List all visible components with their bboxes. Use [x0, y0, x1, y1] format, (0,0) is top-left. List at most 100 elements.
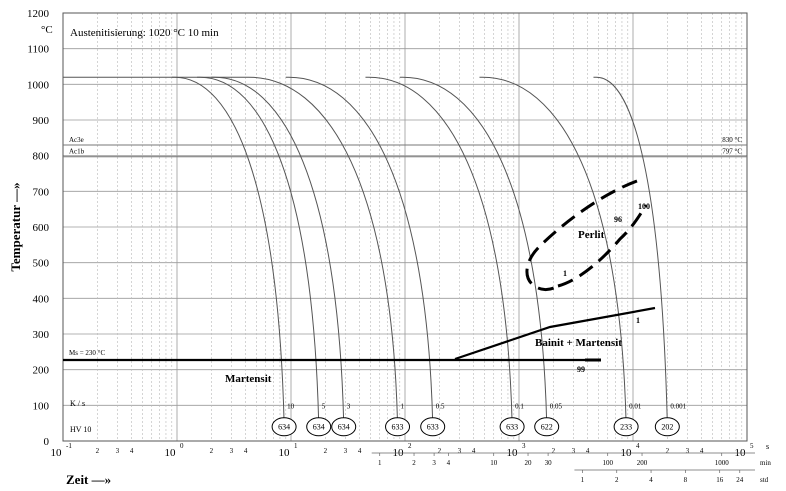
x-minor-tick-label: 2 — [96, 447, 100, 455]
secondary-time-axes: 1234102030100200100010000min12481624100s… — [371, 452, 771, 484]
y-tick-label: 900 — [33, 115, 50, 127]
x-tick-exponent: 5 — [750, 442, 754, 450]
y-tick-label: 0 — [44, 436, 50, 448]
x-minor-tick-label: 3 — [116, 447, 120, 455]
transformation-label-96: 96 — [614, 215, 622, 224]
x-tick-exponent: 0 — [180, 442, 184, 450]
reference-label: Ac3e — [69, 136, 84, 144]
cooling-rate-label: 1 — [401, 402, 405, 410]
secondary-axis-label: 2 — [615, 476, 619, 484]
x-minor-tick-label: 3 — [572, 447, 576, 455]
region-label-bainit-martensit: Bainit + Martensit — [535, 337, 622, 349]
region-label-martensit: Martensit — [225, 373, 272, 385]
y-axis-label: Temperatur —» — [8, 182, 23, 271]
transformation-label-99: 99 — [577, 365, 585, 374]
secondary-axis-label: 1000 — [715, 459, 730, 467]
secondary-axis-unit: std — [760, 476, 769, 484]
y-tick-label: 1100 — [27, 44, 49, 56]
x-tick-exponent: 3 — [522, 442, 526, 450]
secondary-axis-label: 24 — [736, 476, 744, 484]
secondary-axis-label: 16 — [716, 476, 724, 484]
x-minor-tick-label: 2 — [210, 447, 214, 455]
hardness-label: HV 10 — [70, 425, 91, 434]
hardness-value: 634 — [278, 423, 290, 432]
cooling-curve — [399, 76, 548, 424]
x-minor-tick-label: 4 — [244, 447, 248, 455]
cooling-curve — [197, 76, 320, 424]
y-tick-label: 400 — [33, 293, 50, 305]
hardness-value: 634 — [338, 423, 350, 432]
secondary-axis-label: 8 — [684, 476, 688, 484]
transformation-label-100: 100 — [638, 202, 650, 211]
cooling-curve — [285, 76, 434, 424]
y-tick-label: 800 — [33, 151, 50, 163]
rate-label: K / s — [70, 399, 85, 408]
x-tick-exponent: 4 — [636, 442, 640, 450]
x-minor-tick-label: 3 — [344, 447, 348, 455]
y-tick-label: 1200 — [27, 8, 50, 20]
cooling-rate-label: 0.05 — [550, 402, 563, 410]
cooling-rate-label: 0.1 — [515, 402, 524, 410]
secondary-axis-label: 10 — [490, 459, 498, 467]
y-tick-label: 1000 — [27, 79, 50, 91]
perlit-start-boundary — [525, 179, 638, 291]
cooling-rate-label: 0.001 — [670, 402, 686, 410]
x-tick-label: 10 — [279, 447, 291, 459]
x-minor-tick-label: 3 — [686, 447, 690, 455]
x-minor-tick-label: 3 — [230, 447, 234, 455]
hardness-value: 202 — [661, 423, 673, 432]
region-label-perlit: Perlit — [578, 229, 605, 241]
cooling-rate-label: 0.01 — [629, 402, 642, 410]
reference-value-label: 830 °C — [722, 136, 742, 144]
hardness-circle — [306, 417, 332, 437]
y-tick-label: 300 — [33, 329, 50, 341]
reference-lines: Ac3e 830 °C Ac1b 797 °C Ms = 230 °C — [63, 136, 747, 357]
x-tick-exponent: 2 — [408, 442, 412, 450]
y-tick-labels: 0 100 200 300 400 500 600 700 800 900 1000 1100 1200 — [27, 8, 50, 448]
perlit-end-boundary — [557, 204, 648, 288]
transformation-label-1: 1 — [563, 269, 567, 278]
secondary-axis-label: 20 — [525, 459, 533, 467]
hardness-circle — [385, 417, 411, 437]
x-tick-label: 10 — [51, 447, 63, 459]
x-tick-exponent: -1 — [66, 442, 72, 450]
y-tick-label: 200 — [33, 365, 50, 377]
bainit-start-line — [454, 306, 656, 361]
secondary-axis-label: 3 — [432, 459, 436, 467]
transformation-regions: Perlit Bainit + Martensit Martensit 1 96… — [63, 179, 656, 385]
y-unit-label: °C — [41, 24, 53, 36]
x-minor-tick-label: 2 — [666, 447, 670, 455]
secondary-axis-label: 4 — [649, 476, 653, 484]
hardness-value: 633 — [506, 423, 518, 432]
hardness-circle — [613, 417, 639, 437]
secondary-axis-label: 4 — [447, 459, 451, 467]
x-minor-tick-label: 4 — [700, 447, 704, 455]
hardness-value: 622 — [541, 423, 553, 432]
cooling-rate-label: 0.5 — [436, 402, 445, 410]
x-minor-tick-label: 2 — [438, 447, 442, 455]
reference-value-label: 797 °C — [722, 148, 742, 156]
secondary-axis-label: 1 — [378, 459, 382, 467]
cooling-rate-label: 5 — [322, 402, 326, 410]
hardness-circle — [534, 417, 560, 437]
secondary-axis-label: 200 — [637, 459, 648, 467]
y-axis: °C 0 100 200 300 400 500 600 700 800 900 1000 1100 1… — [8, 8, 53, 448]
y-tick-label: 100 — [33, 400, 50, 412]
plot-frame — [62, 12, 748, 442]
secondary-axis-unit: min — [760, 459, 771, 467]
chart-title: Austenitisierung: 1020 °C 10 min — [70, 27, 219, 39]
cooling-curve — [593, 76, 668, 424]
secondary-axis-label: 1 — [581, 476, 585, 484]
hardness-circle — [331, 417, 357, 437]
x-minor-tick-label: 2 — [552, 447, 556, 455]
x-tick-exponent: 1 — [294, 442, 298, 450]
secondary-axis-label: 30 — [545, 459, 553, 467]
x-minor-tick-label: 4 — [586, 447, 590, 455]
cooling-curve — [171, 76, 285, 424]
transformation-label-1b: 1 — [636, 316, 640, 325]
hardness-value: 233 — [620, 423, 632, 432]
x-minor-tick-label: 4 — [472, 447, 476, 455]
cooling-rate-label: 10 — [287, 402, 295, 410]
